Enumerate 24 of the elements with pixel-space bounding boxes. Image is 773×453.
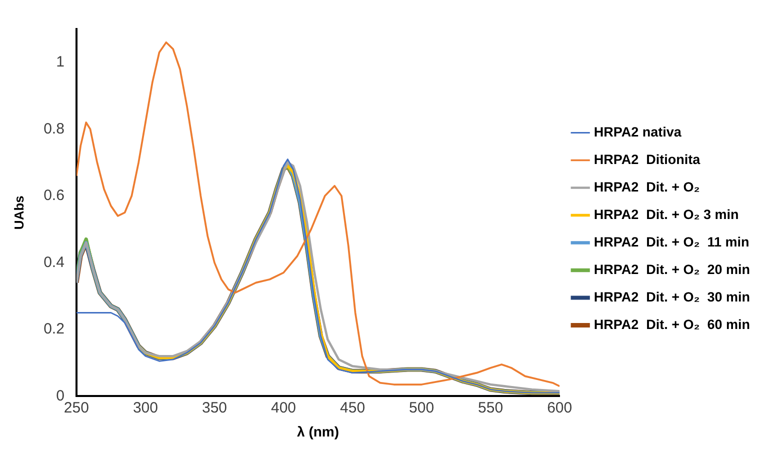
x-tick-label: 400 xyxy=(270,399,296,416)
legend-label: HRPA2 nativa xyxy=(594,124,682,140)
legend-label: HRPA2 Dit. + O₂ 30 min xyxy=(594,289,750,304)
legend-label: HRPA2 Dit. + O₂ xyxy=(594,179,700,194)
y-axis-title: UAbs xyxy=(11,196,26,230)
x-tick-label: 500 xyxy=(409,399,434,416)
x-tick-label: 300 xyxy=(132,399,158,416)
x-tick-label: 550 xyxy=(478,399,504,416)
x-tick-label: 350 xyxy=(202,399,228,416)
x-tick-label: 450 xyxy=(340,399,366,416)
legend-label: HRPA2 Dit. + O₂ 11 min xyxy=(594,234,750,250)
x-tick-label: 600 xyxy=(547,399,572,416)
y-tick-label: 1 xyxy=(56,54,64,71)
legend-label: HRPA2 Dit. + O₂ 20 min xyxy=(594,262,750,277)
x-axis-title: λ (nm) xyxy=(297,423,340,440)
y-tick-label: 0.6 xyxy=(44,187,64,204)
y-tick-label: 0 xyxy=(56,387,64,404)
legend-label: HRPA2 Dit. + O₂ 60 min xyxy=(594,316,750,332)
y-tick-label: 0.4 xyxy=(44,254,64,271)
x-tick-label: 250 xyxy=(64,399,89,416)
y-tick-label: 0.8 xyxy=(44,120,64,138)
legend-label: HRPA2 Dit. + O₂ 3 min xyxy=(594,206,739,222)
y-tick-label: 0.2 xyxy=(44,320,64,338)
legend-label: HRPA2 Ditionita xyxy=(594,152,701,167)
